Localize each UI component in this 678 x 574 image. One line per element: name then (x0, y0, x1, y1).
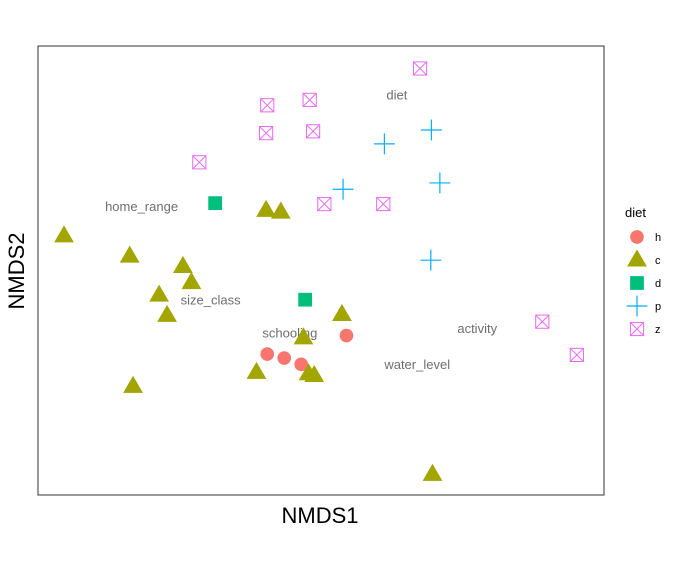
y-axis-title: NMDS2 (4, 232, 29, 309)
variable-label-home-range: home_range (105, 199, 178, 214)
point-z-5 (192, 155, 207, 170)
point-c-4 (181, 272, 202, 290)
point-p-2 (332, 178, 354, 200)
legend-label-d: d (655, 278, 661, 290)
point-p-3 (429, 172, 451, 194)
legend-label-z: z (655, 324, 661, 336)
variable-label-size-class: size_class (181, 293, 241, 308)
legend-label-c: c (655, 255, 661, 267)
point-h-2 (294, 357, 309, 372)
point-c-8 (332, 303, 352, 321)
point-c-14 (422, 463, 443, 481)
point-h-0 (260, 347, 275, 361)
legend-label-h: h (655, 232, 661, 244)
variable-label-diet: diet (386, 87, 407, 102)
legend-label-p: p (655, 301, 661, 313)
point-d-0 (208, 196, 223, 211)
point-d-1 (298, 292, 313, 307)
point-z-6 (317, 196, 332, 212)
legend-key-z (629, 321, 645, 337)
plot-panel (37, 45, 605, 496)
point-h-1 (277, 351, 292, 365)
legend-key-p (626, 295, 648, 317)
point-p-1 (373, 133, 395, 155)
point-c-1 (119, 245, 140, 263)
data-points (54, 61, 584, 481)
point-c-3 (149, 284, 170, 302)
point-c-10 (246, 361, 267, 379)
point-c-9 (293, 327, 314, 345)
variable-label-activity: activity (457, 321, 497, 336)
x-axis-title: NMDS1 (281, 503, 358, 528)
legend-title: diet (625, 205, 646, 220)
point-c-13 (123, 375, 143, 393)
legend-key-c (627, 249, 647, 267)
point-z-8 (535, 314, 550, 329)
point-p-4 (420, 249, 442, 271)
variable-label-water-level: water_level (383, 357, 450, 372)
point-z-0 (412, 61, 428, 76)
point-z-4 (305, 124, 321, 139)
point-c-6 (256, 199, 276, 217)
point-c-7 (270, 201, 291, 219)
point-c-5 (157, 304, 177, 322)
point-z-9 (569, 347, 584, 363)
point-c-0 (54, 225, 74, 243)
point-c-12 (304, 364, 325, 383)
point-z-3 (258, 126, 274, 141)
legend-key-d (630, 276, 644, 290)
point-z-1 (302, 92, 317, 107)
point-c-2 (172, 255, 193, 273)
point-z-7 (376, 196, 391, 212)
point-p-0 (420, 119, 442, 141)
point-z-2 (260, 98, 275, 113)
legend-key-h (630, 230, 644, 244)
point-h-3 (339, 328, 354, 343)
